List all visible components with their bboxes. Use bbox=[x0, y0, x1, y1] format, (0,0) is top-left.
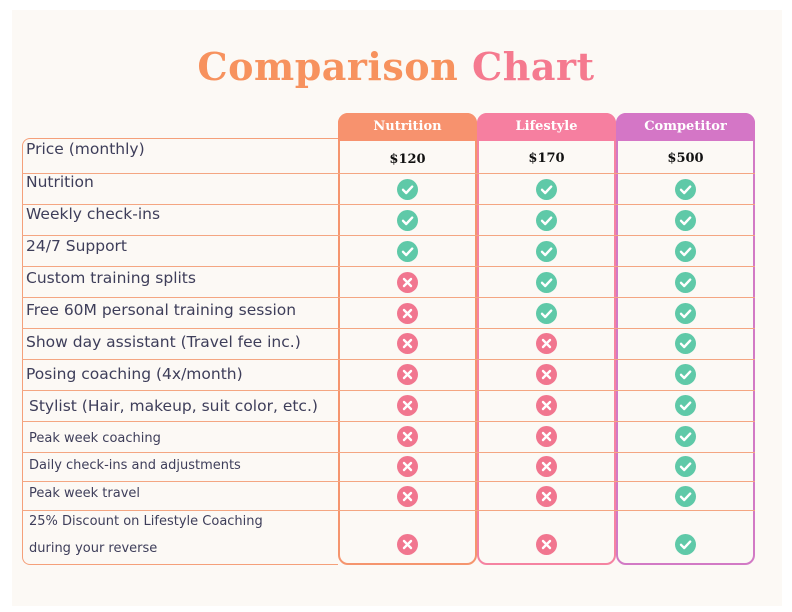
price-nutrition: $120 bbox=[389, 152, 426, 167]
row-divider bbox=[22, 452, 755, 453]
check-icon bbox=[396, 209, 418, 231]
row-divider bbox=[22, 481, 755, 482]
row-divider bbox=[22, 173, 755, 174]
page-title: Comparison Chart bbox=[0, 44, 792, 89]
row-divider bbox=[22, 297, 755, 298]
row-divider bbox=[22, 204, 755, 205]
check-icon bbox=[674, 240, 696, 262]
check-icon bbox=[674, 363, 696, 385]
row-label-weekly-check-ins: Weekly check-ins bbox=[26, 205, 161, 223]
cross-icon bbox=[535, 425, 557, 447]
title-word-chart: Chart bbox=[471, 44, 595, 89]
row-divider bbox=[22, 266, 755, 267]
check-icon bbox=[674, 302, 696, 324]
row-label-stylist: Stylist (Hair, makeup, suit color, etc.) bbox=[29, 397, 318, 415]
check-icon bbox=[674, 271, 696, 293]
cross-icon bbox=[396, 363, 418, 385]
row-divider bbox=[22, 390, 755, 391]
row-label-posing-coaching: Posing coaching (4x/month) bbox=[26, 365, 243, 383]
row-divider bbox=[22, 359, 755, 360]
column-header-nutrition: Nutrition bbox=[338, 113, 477, 141]
price-lifestyle: $170 bbox=[528, 151, 565, 166]
row-label-peak-week-travel: Peak week travel bbox=[29, 486, 141, 501]
cross-icon bbox=[396, 302, 418, 324]
check-icon bbox=[535, 178, 557, 200]
cross-icon bbox=[396, 394, 418, 416]
row-label-peak-week-coaching: Peak week coaching bbox=[29, 431, 161, 446]
cross-icon bbox=[535, 394, 557, 416]
check-icon bbox=[674, 425, 696, 447]
check-icon bbox=[535, 302, 557, 324]
row-labels-box bbox=[22, 138, 338, 565]
check-icon bbox=[535, 209, 557, 231]
check-icon bbox=[396, 178, 418, 200]
row-label-price: Price (monthly) bbox=[26, 140, 145, 158]
cross-icon bbox=[396, 533, 418, 555]
row-divider bbox=[22, 235, 755, 236]
row-label-custom-training-splits: Custom training splits bbox=[26, 269, 196, 287]
check-icon bbox=[535, 271, 557, 293]
column-header-competitor: Competitor bbox=[616, 113, 755, 141]
cross-icon bbox=[396, 455, 418, 477]
price-competitor: $500 bbox=[667, 151, 704, 166]
cross-icon bbox=[535, 455, 557, 477]
check-icon bbox=[674, 332, 696, 354]
cross-icon bbox=[535, 363, 557, 385]
check-icon bbox=[674, 394, 696, 416]
row-label-discount-line2: during your reverse bbox=[29, 541, 158, 556]
cross-icon bbox=[396, 485, 418, 507]
row-label-nutrition: Nutrition bbox=[26, 173, 94, 191]
cross-icon bbox=[396, 271, 418, 293]
cross-icon bbox=[396, 332, 418, 354]
check-icon bbox=[535, 240, 557, 262]
row-label-daily-check-ins: Daily check-ins and adjustments bbox=[29, 458, 241, 473]
row-divider bbox=[22, 421, 755, 422]
cross-icon bbox=[396, 425, 418, 447]
check-icon bbox=[674, 485, 696, 507]
title-word-comparison: Comparison bbox=[197, 44, 459, 89]
row-label-support: 24/7 Support bbox=[26, 237, 128, 255]
cross-icon bbox=[535, 332, 557, 354]
cross-icon bbox=[535, 485, 557, 507]
cross-icon bbox=[535, 533, 557, 555]
row-divider bbox=[22, 328, 755, 329]
row-label-free-personal-training: Free 60M personal training session bbox=[26, 301, 297, 319]
check-icon bbox=[396, 240, 418, 262]
check-icon bbox=[674, 209, 696, 231]
row-divider bbox=[22, 510, 755, 511]
row-label-discount-line1: 25% Discount on Lifestyle Coaching bbox=[29, 514, 263, 529]
check-icon bbox=[674, 455, 696, 477]
check-icon bbox=[674, 533, 696, 555]
column-header-lifestyle: Lifestyle bbox=[477, 113, 616, 141]
check-icon bbox=[674, 178, 696, 200]
row-label-show-day-assistant: Show day assistant (Travel fee inc.) bbox=[26, 333, 301, 351]
